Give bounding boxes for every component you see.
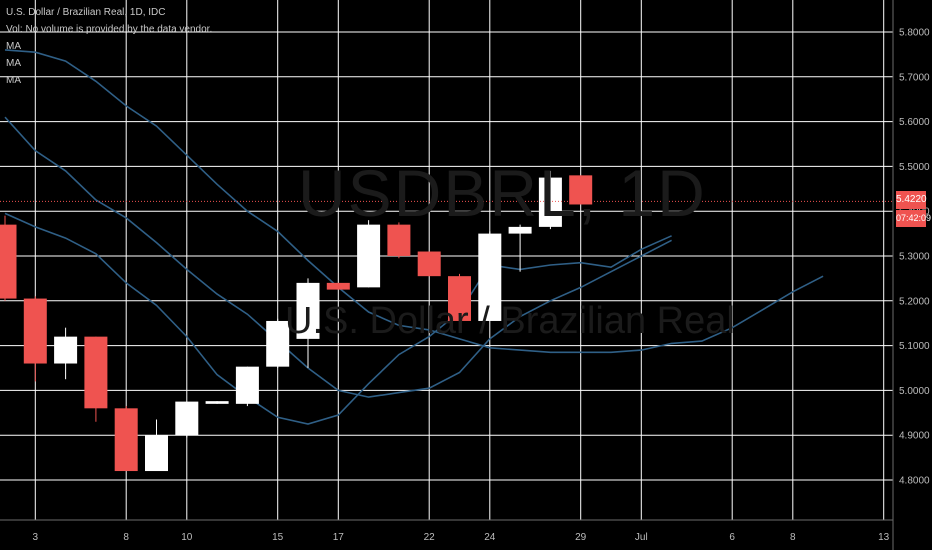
y-tick-label: 5.6000 bbox=[899, 117, 930, 128]
countdown-label: 07:42:09 bbox=[896, 210, 931, 228]
candle-body bbox=[357, 224, 381, 288]
candle-body bbox=[296, 282, 320, 339]
candle bbox=[508, 224, 532, 272]
candle bbox=[114, 406, 138, 472]
candle bbox=[235, 366, 259, 407]
x-tick-label: 24 bbox=[484, 532, 496, 543]
candle bbox=[175, 401, 199, 438]
candle bbox=[569, 175, 593, 205]
candle bbox=[296, 278, 320, 368]
candle bbox=[448, 273, 471, 321]
y-tick-label: 5.0000 bbox=[899, 386, 930, 397]
candle-body bbox=[175, 401, 199, 436]
legend-ma-1[interactable]: MA bbox=[6, 41, 21, 52]
x-tick-label: 22 bbox=[424, 532, 436, 543]
candle-body bbox=[84, 336, 108, 409]
candle-body bbox=[448, 276, 471, 321]
candle bbox=[387, 222, 411, 259]
candle-body bbox=[205, 401, 229, 404]
candle bbox=[23, 296, 47, 382]
x-tick-label: 17 bbox=[333, 532, 345, 543]
x-tick-label: 8 bbox=[123, 532, 129, 543]
candle bbox=[145, 419, 168, 472]
ma-line-3 bbox=[4, 212, 672, 425]
legend-title[interactable]: U.S. Dollar / Brazilian Real, 1D, IDC bbox=[6, 7, 166, 18]
x-tick-label: 10 bbox=[181, 532, 193, 543]
x-tick-label: 6 bbox=[729, 532, 735, 543]
x-tick-label: 8 bbox=[790, 532, 796, 543]
candle bbox=[266, 318, 290, 368]
watermark-symbol: USDBRL, 1D bbox=[298, 156, 707, 230]
y-tick-label: 5.8000 bbox=[899, 28, 930, 39]
candle bbox=[538, 170, 562, 230]
candle-body bbox=[235, 366, 259, 404]
x-tick-label: 13 bbox=[878, 532, 890, 543]
last-price-label: 5.4220 bbox=[896, 191, 927, 210]
candle-body bbox=[478, 233, 502, 321]
ma-line-1 bbox=[4, 49, 824, 354]
legend-ma-2[interactable]: MA bbox=[6, 58, 21, 69]
candle-body bbox=[387, 224, 411, 256]
legend: U.S. Dollar / Brazilian Real, 1D, IDC Vo… bbox=[6, 4, 212, 89]
ma-line-2 bbox=[4, 116, 672, 398]
x-tick-label: 3 bbox=[33, 532, 39, 543]
candle-body bbox=[23, 298, 47, 364]
candle bbox=[326, 282, 350, 290]
moving-average-lines bbox=[4, 49, 824, 425]
candle-body bbox=[0, 224, 17, 299]
candle bbox=[0, 215, 17, 301]
candles bbox=[0, 170, 593, 472]
candle bbox=[478, 231, 502, 321]
candle bbox=[205, 401, 229, 404]
y-tick-label: 5.2000 bbox=[899, 296, 930, 307]
candle bbox=[357, 220, 381, 288]
x-tick-label: 15 bbox=[272, 532, 284, 543]
y-tick-label: 5.7000 bbox=[899, 72, 930, 83]
candle-body bbox=[145, 435, 168, 472]
candle bbox=[84, 336, 108, 422]
candle-body bbox=[538, 177, 562, 227]
y-tick-label: 5.5000 bbox=[899, 162, 930, 173]
candle-body bbox=[326, 282, 350, 290]
candle bbox=[54, 327, 78, 380]
candle-body bbox=[114, 408, 138, 472]
legend-ma-3[interactable]: MA bbox=[6, 75, 21, 86]
x-tick-label: Jul bbox=[635, 532, 648, 543]
y-tick-label: 5.1000 bbox=[899, 341, 930, 352]
watermark-name: U.S. Dollar / Brazilian Real bbox=[285, 300, 735, 342]
candle-body bbox=[54, 336, 78, 364]
y-tick-label: 4.8000 bbox=[899, 476, 930, 487]
candle-body bbox=[266, 320, 290, 367]
candle-body bbox=[508, 226, 532, 234]
y-tick-label: 5.3000 bbox=[899, 252, 930, 263]
candle-body bbox=[569, 175, 593, 205]
legend-volume-note: Vol: No volume is provided by the data v… bbox=[6, 24, 213, 35]
candle-body bbox=[417, 251, 441, 277]
y-tick-label: 4.9000 bbox=[899, 431, 930, 442]
x-tick-label: 29 bbox=[575, 532, 587, 543]
candle bbox=[417, 251, 441, 277]
